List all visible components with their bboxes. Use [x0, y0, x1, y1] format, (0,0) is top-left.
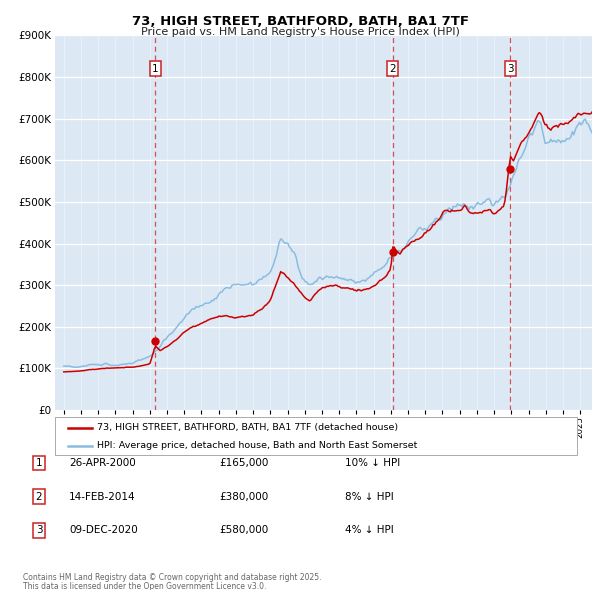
Text: 3: 3 [507, 64, 514, 74]
Text: 73, HIGH STREET, BATHFORD, BATH, BA1 7TF (detached house): 73, HIGH STREET, BATHFORD, BATH, BA1 7TF… [97, 424, 398, 432]
Text: £580,000: £580,000 [219, 526, 268, 535]
Text: 2: 2 [389, 64, 396, 74]
Text: 1: 1 [35, 458, 43, 468]
Text: 4% ↓ HPI: 4% ↓ HPI [345, 526, 394, 535]
Text: £380,000: £380,000 [219, 492, 268, 502]
Text: 14-FEB-2014: 14-FEB-2014 [69, 492, 136, 502]
Text: 09-DEC-2020: 09-DEC-2020 [69, 526, 138, 535]
Text: Contains HM Land Registry data © Crown copyright and database right 2025.: Contains HM Land Registry data © Crown c… [23, 573, 322, 582]
FancyBboxPatch shape [55, 417, 577, 455]
Text: 1: 1 [152, 64, 158, 74]
Text: 26-APR-2000: 26-APR-2000 [69, 458, 136, 468]
Text: 8% ↓ HPI: 8% ↓ HPI [345, 492, 394, 502]
Text: Price paid vs. HM Land Registry's House Price Index (HPI): Price paid vs. HM Land Registry's House … [140, 27, 460, 37]
Text: 3: 3 [35, 526, 43, 535]
Text: 73, HIGH STREET, BATHFORD, BATH, BA1 7TF: 73, HIGH STREET, BATHFORD, BATH, BA1 7TF [131, 15, 469, 28]
Text: 10% ↓ HPI: 10% ↓ HPI [345, 458, 400, 468]
Text: This data is licensed under the Open Government Licence v3.0.: This data is licensed under the Open Gov… [23, 582, 266, 590]
Text: HPI: Average price, detached house, Bath and North East Somerset: HPI: Average price, detached house, Bath… [97, 441, 418, 450]
Text: 2: 2 [35, 492, 43, 502]
Text: £165,000: £165,000 [219, 458, 268, 468]
